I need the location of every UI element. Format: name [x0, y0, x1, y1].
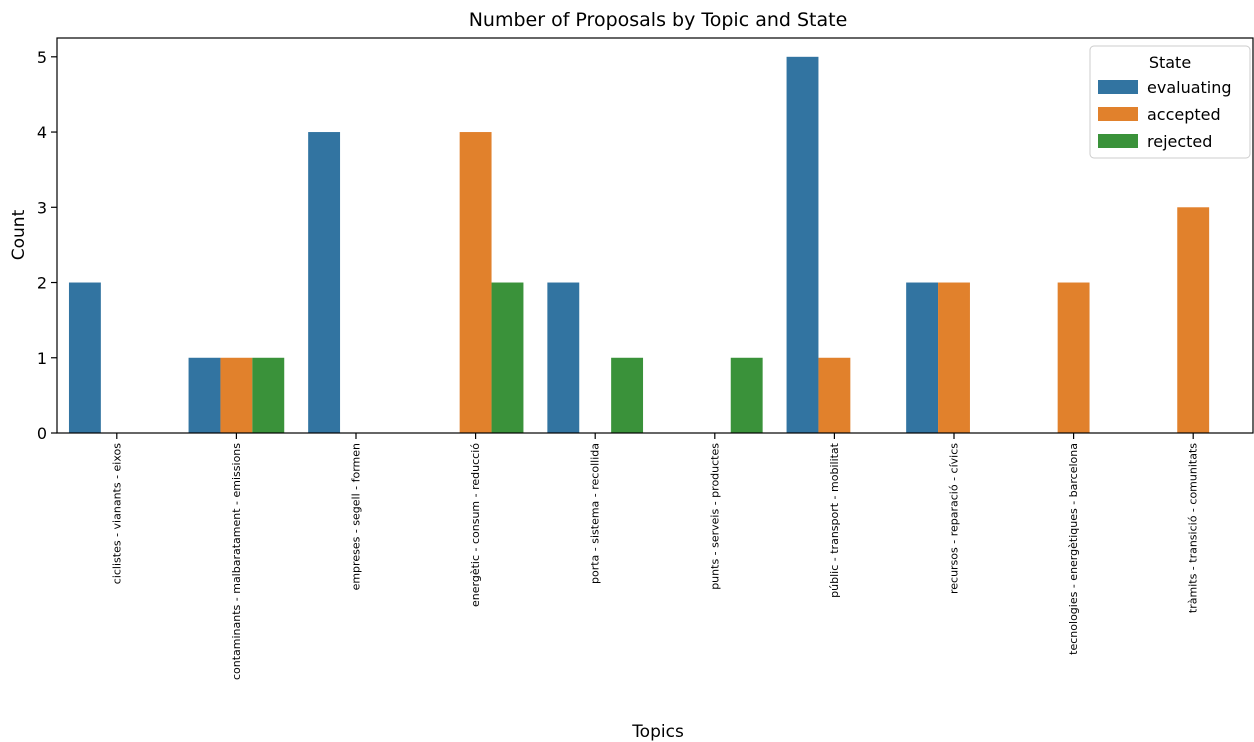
x-tick-label-punts-serveis-productes: punts - serveis - productes	[708, 443, 721, 590]
bar-rejected-punts-serveis-productes	[730, 357, 763, 433]
bar-accepted-public-transport-mobilitat	[818, 357, 851, 433]
y-axis-label: Count	[9, 209, 29, 260]
plot-frame	[56, 37, 1254, 434]
x-tick-label-energetic-consum-reduccio: energètic - consum - reducció	[469, 443, 482, 607]
bar-accepted-recursos-reparacio-civics	[938, 282, 970, 433]
x-tick-label-tramits-transicio-comunitats: tràmits - transició - comunitats	[1187, 443, 1200, 613]
y-tick-label: 3	[37, 198, 47, 217]
chart-title: Number of Proposals by Topic and State	[469, 9, 848, 31]
bars	[68, 56, 1210, 434]
bar-evaluating-ciclistes-vianants-eixos	[68, 282, 101, 433]
x-axis-ticks: ciclistes - vianants - eixos contaminants…	[110, 433, 1200, 680]
bar-evaluating-public-transport-mobilitat	[786, 56, 819, 434]
bar-evaluating-contaminants-malbaratament-emissions	[188, 357, 221, 433]
legend-swatch-evaluating	[1098, 80, 1138, 94]
x-tick-label-contaminants-malbaratament-emissions: contaminants - malbaratament - emissions	[230, 443, 243, 680]
legend-label-rejected: rejected	[1147, 132, 1212, 151]
legend-box	[1089, 45, 1251, 159]
bar-rejected-porta-sistema-recollida	[611, 357, 644, 433]
bar-evaluating-empreses-segell-formen	[308, 132, 341, 434]
legend-label-evaluating: evaluating	[1147, 78, 1232, 97]
x-axis-label: Topics	[631, 722, 684, 742]
bar-evaluating-porta-sistema-recollida	[547, 282, 580, 433]
y-tick-label: 5	[37, 48, 47, 67]
x-tick-label-tecnologies-energetiques-barcelona: tecnologies - energètiques - barcelona	[1067, 443, 1080, 655]
legend-title: State	[1149, 53, 1191, 72]
bar-accepted-tecnologies-energetiques-barcelona	[1057, 282, 1090, 433]
y-tick-label: 1	[37, 349, 47, 368]
legend-label-accepted: accepted	[1147, 105, 1221, 124]
x-tick-label-porta-sistema-recollida: porta - sistema - recollida	[589, 443, 602, 584]
y-tick-label: 0	[37, 424, 47, 443]
bar-rejected-contaminants-malbaratament-emissions	[252, 357, 285, 433]
bar-accepted-energetic-consum-reduccio	[459, 132, 492, 434]
x-tick-label-ciclistes-vianants-eixos: ciclistes - vianants - eixos	[110, 443, 123, 584]
bar-accepted-contaminants-malbaratament-emissions	[220, 357, 253, 433]
legend: State evaluating accepted rejected	[1089, 45, 1251, 159]
y-tick-label: 2	[37, 274, 47, 293]
y-tick-label: 4	[37, 123, 47, 142]
x-tick-label-recursos-reparacio-civics: recursos - reparació - cívics	[948, 443, 961, 594]
bar-evaluating-recursos-reparacio-civics	[906, 282, 939, 433]
x-tick-label-public-transport-mobilitat: públic - transport - mobilitat	[828, 442, 841, 597]
legend-items: evaluating accepted rejected	[1098, 78, 1232, 151]
bar-rejected-energetic-consum-reduccio	[491, 282, 524, 433]
legend-swatch-rejected	[1098, 134, 1138, 148]
bar-accepted-tramits-transicio-comunitats	[1177, 207, 1210, 433]
y-axis-ticks: 0 1 2 3 4 5	[37, 48, 57, 443]
x-tick-label-empreses-segell-formen: empreses - segell - formen	[350, 443, 363, 590]
legend-swatch-accepted	[1098, 107, 1138, 121]
